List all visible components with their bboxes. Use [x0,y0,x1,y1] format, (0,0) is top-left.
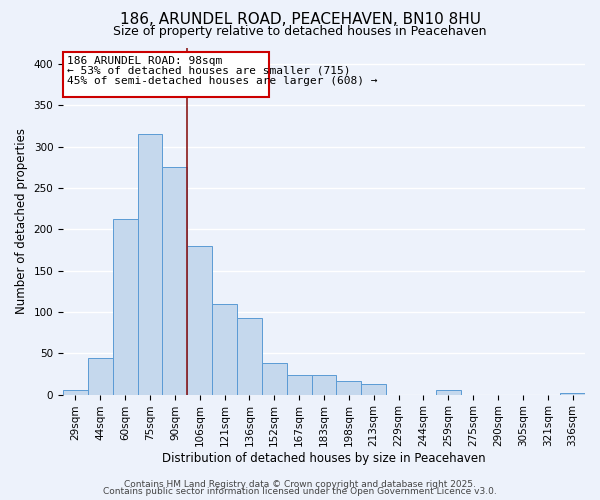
Text: Contains HM Land Registry data © Crown copyright and database right 2025.: Contains HM Land Registry data © Crown c… [124,480,476,489]
Text: ← 53% of detached houses are smaller (715): ← 53% of detached houses are smaller (71… [67,66,350,76]
Text: Contains public sector information licensed under the Open Government Licence v3: Contains public sector information licen… [103,487,497,496]
Bar [137,134,163,394]
Text: 186, ARUNDEL ROAD, PEACEHAVEN, BN10 8HU: 186, ARUNDEL ROAD, PEACEHAVEN, BN10 8HU [119,12,481,28]
Bar [113,220,137,394]
Bar [88,358,113,395]
Bar [287,375,311,394]
Bar [560,393,585,394]
Bar [163,168,187,394]
Bar [237,318,262,394]
Y-axis label: Number of detached properties: Number of detached properties [15,128,28,314]
Text: 186 ARUNDEL ROAD: 98sqm: 186 ARUNDEL ROAD: 98sqm [67,56,222,66]
Bar [436,390,461,394]
Text: 45% of semi-detached houses are larger (608) →: 45% of semi-detached houses are larger (… [67,76,377,86]
X-axis label: Distribution of detached houses by size in Peacehaven: Distribution of detached houses by size … [162,452,486,465]
Bar [63,390,88,394]
Bar [187,246,212,394]
Bar [337,382,361,394]
Bar [212,304,237,394]
Bar [361,384,386,394]
Text: Size of property relative to detached houses in Peacehaven: Size of property relative to detached ho… [113,25,487,38]
FancyBboxPatch shape [63,52,269,97]
Bar [262,363,287,394]
Bar [311,375,337,394]
